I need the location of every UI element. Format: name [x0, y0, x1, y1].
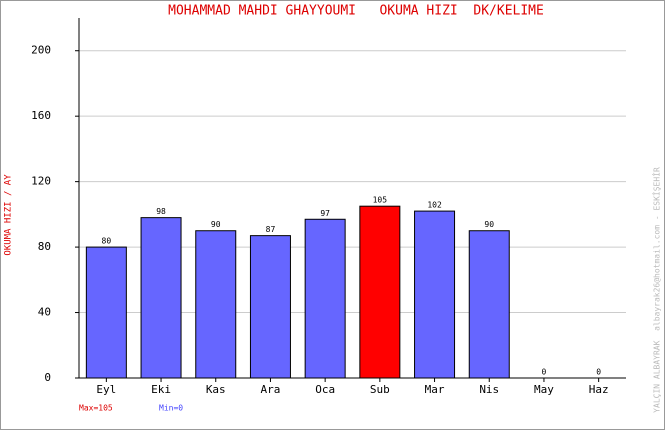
x-tick-label: Ara — [261, 383, 281, 396]
bar — [85, 246, 127, 379]
bar — [195, 230, 237, 379]
value-label: 90 — [484, 220, 494, 229]
min-label: Min=0 — [159, 404, 183, 413]
value-label: 90 — [211, 220, 221, 229]
x-tick-label: Nis — [479, 383, 499, 396]
side-note: YALÇIN ALBAYRAK albayrak26@hotmail.com -… — [652, 167, 662, 413]
x-tick-label: Eyl — [96, 383, 116, 396]
x-tick-label: Haz — [589, 383, 609, 396]
bar — [304, 218, 346, 379]
value-label: 0 — [596, 368, 601, 377]
bar — [414, 210, 456, 379]
value-label: 0 — [542, 368, 547, 377]
value-label: 102 — [427, 201, 442, 210]
y-tick-label: 160 — [31, 109, 51, 122]
bar — [359, 205, 401, 379]
x-tick-label: May — [534, 383, 554, 396]
y-tick-label: 40 — [38, 306, 51, 319]
chart-title: MOHAMMAD MAHDI GHAYYOUMI OKUMA HIZI DK/K… — [168, 4, 544, 19]
x-tick-label: Oca — [315, 383, 335, 396]
x-tick-label: Eki — [151, 383, 171, 396]
x-tick-label: Mar — [425, 383, 445, 396]
bar — [140, 217, 182, 379]
max-label: Max=105 — [79, 404, 113, 413]
value-label: 87 — [266, 225, 276, 234]
value-label: 97 — [320, 209, 330, 218]
y-tick-label: 0 — [44, 371, 51, 384]
value-label: 98 — [156, 207, 166, 216]
y-tick-label: 80 — [38, 240, 51, 253]
value-label: 105 — [373, 196, 388, 205]
bar — [468, 230, 510, 379]
x-tick-label: Kas — [206, 383, 226, 396]
x-tick-label: Sub — [370, 383, 390, 396]
y-tick-label: 120 — [31, 175, 51, 188]
value-label: 80 — [102, 237, 112, 246]
bar — [249, 235, 291, 379]
y-tick-label: 200 — [31, 44, 51, 57]
y-axis-label: OKUMA HIZI / AY — [4, 174, 14, 256]
